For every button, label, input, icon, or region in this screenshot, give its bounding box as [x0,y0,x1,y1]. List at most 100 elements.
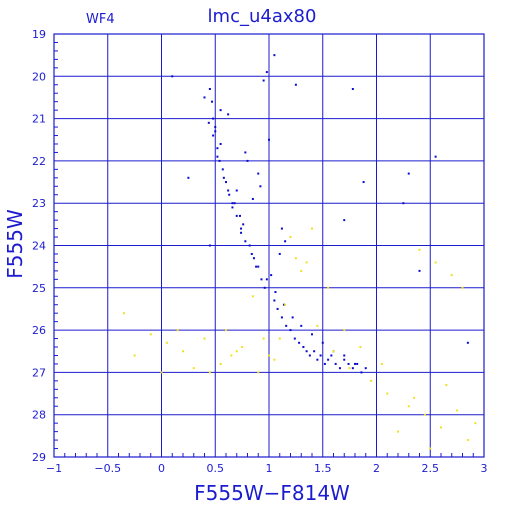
y-tick-label: 29 [32,451,46,464]
data-point [291,316,294,319]
data-point [225,329,227,332]
data-point [289,236,292,239]
data-point [351,367,354,370]
y-tick-label: 21 [32,113,46,126]
y-tick-label: 27 [32,366,46,379]
data-point [413,396,416,399]
data-point [294,83,297,86]
data-point [313,350,316,353]
x-tick-label: 3 [481,462,488,475]
data-point [364,367,367,370]
data-point [265,278,268,281]
data-point [250,252,253,255]
data-point [356,362,359,365]
data-point [466,341,469,344]
data-point [235,350,238,353]
data-point [227,189,230,192]
data-point [294,257,297,260]
data-point [397,430,399,433]
y-tick-label: 23 [32,197,46,210]
data-point [334,362,337,365]
data-point [321,341,324,344]
y-tick-labels: 19 20 21 22 23 24 25 26 27 28 29 [32,28,46,464]
data-point [429,447,432,450]
data-point [228,193,231,196]
data-point [257,371,260,374]
data-point [149,333,152,336]
data-point [244,151,247,154]
data-point [270,274,273,277]
data-point [338,367,341,370]
data-point [262,79,265,82]
data-point [165,341,168,344]
data-point [348,367,351,370]
data-point [208,87,211,90]
y-tick-label: 19 [32,28,46,41]
y-tick-label: 20 [32,70,46,83]
x-tick-label: 0.5 [207,462,225,475]
data-point [380,362,383,365]
data-point [231,202,234,205]
data-point [273,358,276,361]
data-point [351,87,354,90]
data-point [280,227,283,230]
x-tick-label: 2.5 [422,462,440,475]
data-point [214,126,217,129]
data-points [122,54,477,450]
data-point [244,240,247,243]
y-tick-label: 28 [32,409,46,422]
x-axis-label: F555W−F814W [194,481,350,505]
data-point [240,231,243,234]
data-point [407,405,410,408]
y-tick-label: 22 [32,155,46,168]
data-point [316,358,319,361]
x-tick-label: 2 [373,462,380,475]
data-point [241,346,244,349]
data-point [283,303,286,306]
data-point [434,155,437,158]
data-point [242,223,245,226]
data-point [218,159,221,162]
data-point [284,303,287,306]
data-point [461,286,464,289]
x-tick-label: −1 [46,462,62,475]
data-point [171,75,174,78]
data-point [466,439,469,442]
data-point [362,181,365,184]
data-point [203,337,206,340]
data-point [257,172,260,175]
data-point [278,252,281,255]
y-tick-label: 24 [32,240,46,253]
panel-label: WF4 [86,12,115,27]
data-point [298,341,301,344]
data-point [302,346,305,349]
data-point [248,244,251,247]
data-point [216,155,219,158]
data-point [332,350,335,353]
data-point [434,261,437,264]
data-point [308,354,311,357]
data-point [323,362,326,365]
data-point [252,257,255,260]
data-point [300,269,303,272]
data-point [176,329,179,332]
data-point [354,362,356,365]
data-point [316,324,319,327]
data-point [231,206,234,209]
data-point [187,176,190,179]
y-tick-label: 25 [32,282,46,295]
data-point [402,202,405,205]
data-point [233,202,236,205]
data-point [311,227,313,230]
data-point [359,346,362,349]
data-point [182,350,184,353]
x-tick-label: −0.5 [94,462,121,475]
data-point [222,176,225,179]
data-point [418,269,421,272]
data-point [319,354,322,357]
data-point [327,286,330,289]
data-point [268,354,270,357]
data-point [219,362,222,365]
